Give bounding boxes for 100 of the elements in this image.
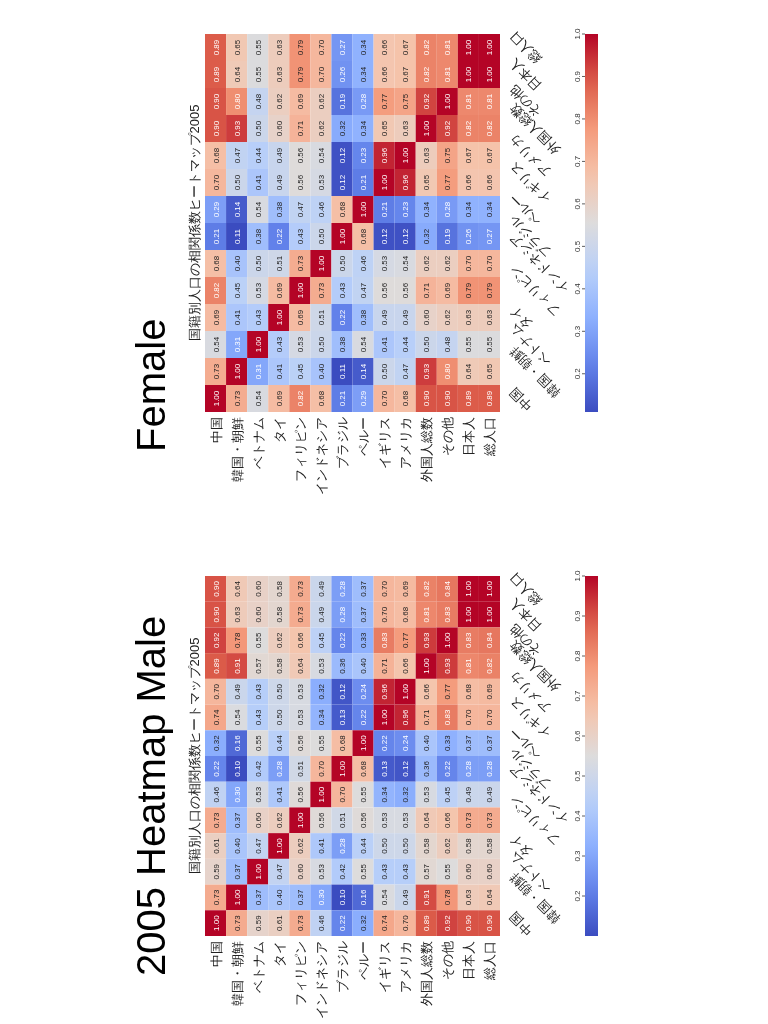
data-label: 0.38 — [359, 309, 369, 326]
data-label: 0.49 — [316, 580, 326, 597]
data-label: 0.48 — [443, 336, 453, 353]
data-label: 0.37 — [485, 734, 495, 751]
data-label: 1.00 — [485, 606, 495, 623]
data-label: 1.00 — [295, 282, 305, 299]
data-label: 0.56 — [295, 734, 305, 751]
data-label: 0.68 — [211, 255, 221, 272]
data-label: 0.50 — [422, 336, 432, 353]
data-label: 0.47 — [359, 282, 369, 299]
data-label: 0.16 — [232, 734, 242, 751]
data-label: 0.62 — [274, 631, 284, 649]
data-label: 0.66 — [485, 174, 495, 191]
data-label: 0.70 — [337, 786, 347, 803]
data-label: 0.63 — [485, 309, 495, 326]
data-label: 0.79 — [464, 282, 474, 299]
data-label: 0.62 — [316, 93, 326, 110]
data-label: 0.37 — [359, 580, 369, 597]
data-label: 0.21 — [359, 174, 369, 191]
data-label: 0.68 — [464, 683, 474, 700]
data-label: 0.34 — [359, 66, 369, 83]
data-label: 1.00 — [253, 336, 263, 353]
data-label: 0.23 — [359, 147, 369, 164]
data-label: 1.00 — [422, 120, 432, 137]
data-label: 0.37 — [232, 811, 242, 829]
data-label: 0.60 — [253, 580, 263, 597]
text: 国籍別人口の相関係数ヒートマップ2005 — [187, 104, 202, 342]
data-label: 0.90 — [422, 390, 432, 407]
data-label: 0.55 — [253, 631, 263, 649]
data-label: 1.00 — [401, 147, 411, 164]
data-label: 0.55 — [253, 734, 263, 751]
data-label: 0.74 — [380, 914, 390, 931]
data-label: 0.54 — [401, 255, 411, 272]
data-label: 0.68 — [337, 734, 347, 751]
x-tick-label: アメリカ — [398, 941, 414, 993]
data-label: 0.54 — [316, 147, 326, 164]
data-label: 0.58 — [274, 580, 284, 597]
x-tick-label: タイ — [271, 941, 287, 967]
data-label: 0.36 — [422, 760, 432, 777]
data-label: 1.00 — [359, 201, 369, 218]
data-label: 0.54 — [359, 336, 369, 353]
data-label: 0.32 — [422, 228, 432, 245]
data-label: 0.61 — [274, 914, 284, 931]
data-label: 0.44 — [359, 837, 369, 854]
x-tick-label: ペルー — [356, 941, 372, 980]
data-label: 0.68 — [359, 228, 369, 245]
data-label: 0.12 — [401, 228, 411, 245]
data-label: 0.62 — [443, 255, 453, 272]
data-label: 0.40 — [359, 657, 369, 674]
data-label: 0.49 — [232, 683, 242, 700]
data-label: 0.12 — [337, 147, 347, 164]
data-label: 0.73 — [295, 255, 305, 272]
data-label: 0.55 — [253, 66, 263, 83]
data-label: 1.00 — [485, 580, 495, 597]
data-label: 0.63 — [232, 606, 242, 623]
data-label: 0.62 — [443, 837, 453, 854]
data-label: 0.55 — [464, 336, 474, 353]
x-tick-label: ブラジル — [334, 941, 350, 993]
color-bar-label: 0.4 — [573, 809, 582, 822]
data-label: 0.69 — [295, 93, 305, 110]
data-label: 0.83 — [464, 631, 474, 649]
data-label: 0.44 — [401, 336, 411, 353]
data-label: 0.37 — [359, 606, 369, 623]
data-label: 0.63 — [464, 309, 474, 326]
data-label: 0.46 — [211, 786, 221, 803]
data-label: 0.50 — [316, 336, 326, 353]
data-label: 0.28 — [464, 760, 474, 777]
data-label: 0.53 — [380, 255, 390, 272]
data-label: 0.70 — [380, 390, 390, 407]
data-label: 0.69 — [401, 580, 411, 597]
data-label: 0.67 — [401, 39, 411, 56]
data-label: 0.81 — [464, 657, 474, 674]
data-label: 0.13 — [380, 760, 390, 777]
data-label: 0.38 — [337, 336, 347, 353]
x-tick-label: イギリス — [377, 941, 393, 993]
data-label: 0.82 — [464, 120, 474, 137]
data-label: 0.57 — [422, 863, 432, 880]
data-label: 0.43 — [274, 336, 284, 353]
data-label: 0.92 — [211, 631, 221, 649]
data-label: 0.16 — [359, 889, 369, 906]
x-tick-label: タイ — [271, 417, 287, 443]
color-bar-label: 0.8 — [573, 649, 582, 662]
data-label: 0.41 — [232, 309, 242, 326]
data-label: 0.63 — [464, 889, 474, 906]
data-label: 0.50 — [274, 709, 284, 726]
data-label: 0.63 — [274, 66, 284, 83]
x-tick-label: 外国人総数 — [419, 941, 435, 1006]
data-label: 0.70 — [401, 914, 411, 931]
data-label: 0.89 — [464, 390, 474, 407]
data-label: 0.62 — [316, 120, 326, 137]
data-label: 0.40 — [232, 837, 242, 854]
data-label: 0.64 — [485, 889, 495, 906]
data-label: 0.34 — [359, 39, 369, 56]
data-label: 0.23 — [401, 201, 411, 218]
data-label: 0.71 — [422, 709, 432, 726]
data-label: 0.77 — [443, 683, 453, 700]
data-label: 0.73 — [232, 914, 242, 931]
data-label: 0.45 — [443, 786, 453, 803]
data-label: 0.19 — [443, 228, 453, 245]
data-label: 1.00 — [359, 734, 369, 751]
